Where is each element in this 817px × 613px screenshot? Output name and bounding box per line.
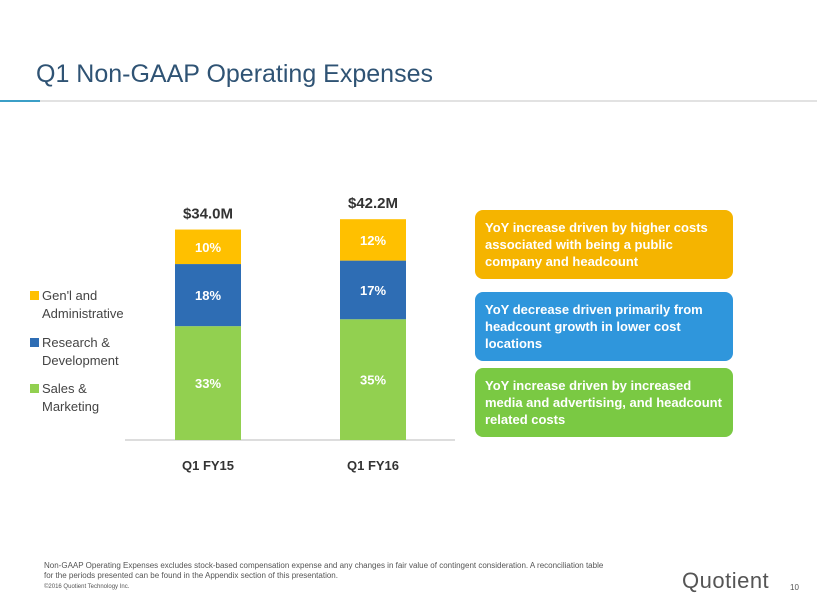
footnote: Non-GAAP Operating Expenses excludes sto… [44, 561, 604, 580]
value-label: 12% [360, 233, 386, 248]
bar-segment [340, 319, 406, 440]
x-tick-label: Q1 FY16 [347, 458, 399, 473]
callout: YoY increase driven by increased media a… [475, 368, 733, 437]
legend-swatch [30, 291, 39, 300]
slide-title: Q1 Non-GAAP Operating Expenses [36, 60, 433, 88]
legend-label: Research & Development [42, 335, 119, 368]
callout: YoY decrease driven primarily from headc… [475, 292, 733, 361]
page-number: 10 [790, 583, 799, 592]
total-label: $42.2M [348, 195, 398, 212]
value-label: 18% [195, 288, 221, 303]
legend-label: Gen'l and Administrative [42, 288, 124, 321]
callout: YoY increase driven by higher costs asso… [475, 210, 733, 279]
bar-segment [340, 219, 406, 261]
value-label: 33% [195, 376, 221, 391]
bar-segment [175, 264, 241, 327]
bar-segment [175, 229, 241, 265]
legend-item: Sales & Marketing [30, 380, 160, 416]
legend-swatch [30, 338, 39, 347]
copyright: ©2016 Quotient Technology Inc. [44, 584, 130, 590]
value-label: 17% [360, 283, 386, 298]
logo: Quotient [682, 568, 770, 593]
bar-segment [340, 260, 406, 320]
legend-item: Gen'l and Administrative [30, 287, 160, 323]
legend-swatch [30, 384, 39, 393]
value-label: 35% [360, 373, 386, 388]
legend-label: Sales & Marketing [42, 381, 100, 414]
total-label: $34.0M [183, 206, 233, 223]
x-tick-label: Q1 FY15 [182, 458, 234, 473]
bar-segment [175, 326, 241, 440]
value-label: 10% [195, 240, 221, 255]
legend-item: Research & Development [30, 334, 160, 370]
